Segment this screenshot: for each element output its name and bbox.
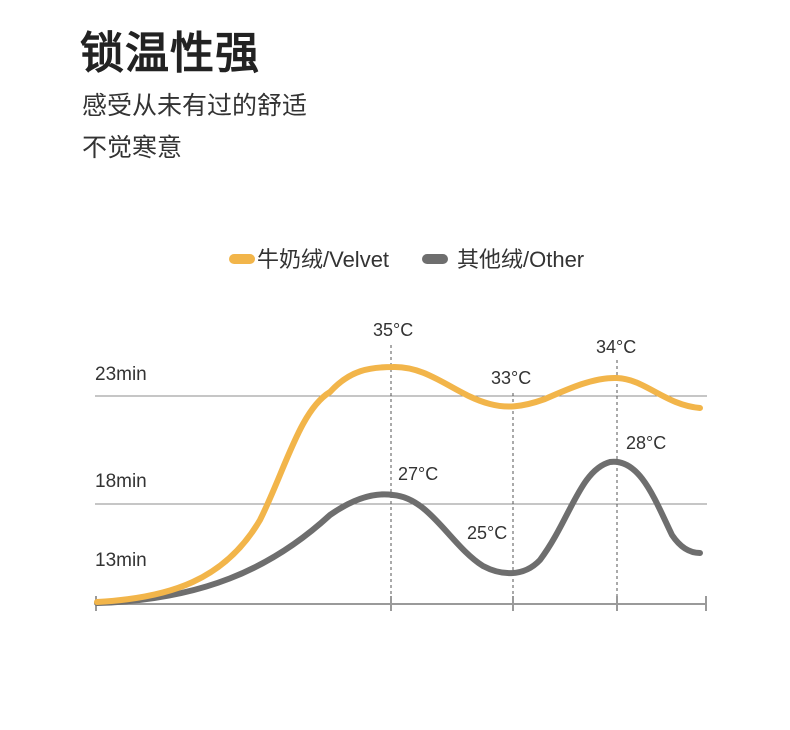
page-title: 锁温性强 (80, 28, 260, 79)
value-label-velvet-3: 34°C (596, 337, 636, 357)
series-line-velvet (94, 363, 703, 605)
legend-label-other: 其他绒/Other (457, 247, 584, 272)
series-line-other (94, 458, 703, 606)
value-label-other-1: 27°C (398, 464, 438, 484)
y-tick-label-13min: 13min (95, 550, 147, 571)
y-tick-label-18min: 18min (95, 471, 147, 492)
value-label-velvet-2: 33°C (491, 368, 531, 388)
chart-legend: 牛奶绒/Velvet 其他绒/Other (229, 247, 584, 272)
value-label-other-3: 28°C (626, 433, 666, 453)
value-label-velvet-1: 35°C (373, 320, 413, 340)
subtitle-line-2: 不觉寒意 (82, 133, 183, 162)
subtitle-line-1: 感受从未有过的舒适 (82, 91, 308, 120)
value-label-other-2: 25°C (467, 523, 507, 543)
legend-label-velvet: 牛奶绒/Velvet (257, 247, 389, 272)
y-tick-label-23min: 23min (95, 364, 147, 385)
